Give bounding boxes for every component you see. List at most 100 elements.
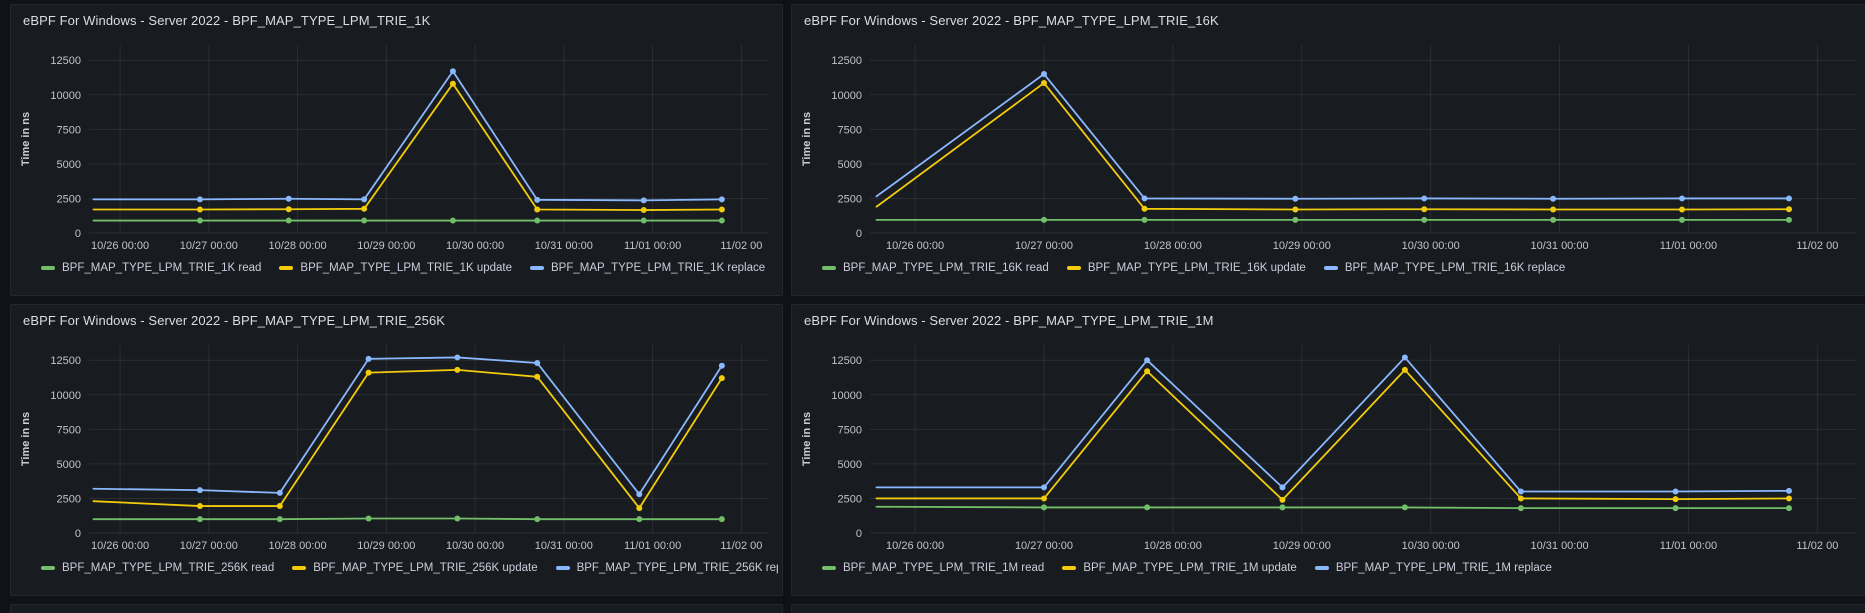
x-tick-label: 10/28 00:00 [269, 240, 327, 252]
time-series-chart[interactable]: 0 2500 5000 7500 10000 12500 Time in ns 10/26 0… [796, 337, 1865, 593]
legend-item[interactable]: BPF_MAP_TYPE_LPM_TRIE_16K read [822, 262, 1049, 274]
time-series-chart[interactable]: 0 2500 5000 7500 10000 12500 Time in ns 10/26 0… [15, 37, 778, 293]
y-axis-label: Time in ns [20, 112, 32, 166]
chart-legend: BPF_MAP_TYPE_LPM_TRIE_256K read BPF_MAP_T… [15, 562, 778, 574]
panel-title[interactable]: eBPF For Windows - Server 2022 - BPF_MAP… [804, 313, 1214, 328]
legend-swatch-yellow [1066, 266, 1081, 270]
time-series-chart[interactable]: 0 2500 5000 7500 10000 12500 Time in ns 10/26 0… [796, 37, 1865, 293]
data-point [1785, 495, 1792, 502]
legend-item[interactable]: BPF_MAP_TYPE_LPM_TRIE_1M read [822, 562, 1044, 574]
y-tick-label: 7500 [57, 424, 81, 436]
legend-label: BPF_MAP_TYPE_LPM_TRIE_16K update [1087, 262, 1306, 274]
y-axis-label: Time in ns [801, 412, 813, 466]
data-point [534, 516, 541, 523]
series-blue [92, 354, 725, 498]
legend-swatch-blue [555, 566, 570, 570]
y-tick-label: 5000 [838, 159, 862, 171]
series-blue [875, 354, 1792, 495]
data-point [1279, 504, 1286, 511]
x-tick-label: 10/31 00:00 [1530, 240, 1588, 252]
data-point [1041, 495, 1047, 502]
data-point [636, 505, 643, 512]
y-tick-label: 2500 [838, 493, 862, 505]
data-point [718, 196, 725, 203]
legend-swatch-yellow [292, 566, 307, 570]
data-point [636, 516, 643, 523]
data-point [1279, 496, 1286, 503]
x-tick-label: 11/02 00 [1796, 540, 1838, 552]
x-tick-label: 10/26 00:00 [886, 540, 944, 552]
legend-item[interactable]: BPF_MAP_TYPE_LPM_TRIE_1K replace [530, 262, 765, 274]
data-point [1292, 195, 1299, 202]
panel-title[interactable]: eBPF For Windows - Server 2022 - BPF_MAP… [23, 13, 431, 28]
x-tick-label: 10/29 00:00 [357, 540, 415, 552]
series-blue [92, 68, 725, 204]
x-tick-label: 10/31 00:00 [535, 540, 593, 552]
data-point [1041, 484, 1047, 491]
legend-item[interactable]: BPF_MAP_TYPE_LPM_TRIE_256K update [292, 562, 538, 574]
panel-title[interactable]: eBPF For Windows - Server 2022 - BPF_MAP… [23, 313, 446, 328]
data-point [1141, 195, 1148, 202]
data-point [1672, 488, 1679, 495]
data-point [1679, 195, 1685, 202]
data-point [1550, 206, 1557, 213]
data-point [534, 206, 541, 213]
data-point [276, 516, 283, 523]
time-series-chart[interactable]: 0 2500 5000 7500 10000 12500 Time in ns 10/26 0… [15, 337, 778, 593]
legend-item[interactable]: BPF_MAP_TYPE_LPM_TRIE_1M replace [1314, 562, 1552, 574]
panel-title[interactable]: eBPF For Windows - Server 2022 - BPF_MAP… [804, 13, 1219, 28]
x-tick-label: 10/30 00:00 [1402, 240, 1460, 252]
data-point [365, 515, 372, 522]
y-tick-label: 12500 [50, 355, 81, 367]
x-tick-label: 10/27 00:00 [1015, 540, 1073, 552]
x-tick-label: 10/28 00:00 [269, 540, 327, 552]
chart-svg: 0 2500 5000 7500 10000 12500 Time in ns 10/26 0… [801, 45, 1856, 252]
y-tick-label: 5000 [57, 459, 81, 471]
y-tick-label: 5000 [57, 159, 81, 171]
y-tick-label: 7500 [838, 124, 862, 136]
data-point [1144, 357, 1151, 364]
data-point [1041, 71, 1047, 78]
legend-label: BPF_MAP_TYPE_LPM_TRIE_1K read [62, 262, 262, 274]
data-point [196, 206, 203, 213]
data-point [365, 355, 372, 362]
y-tick-label: 10000 [50, 90, 81, 102]
data-point [361, 196, 368, 203]
legend-label: BPF_MAP_TYPE_LPM_TRIE_1K replace [551, 262, 766, 274]
chart-legend: BPF_MAP_TYPE_LPM_TRIE_16K read BPF_MAP_TY… [796, 262, 1865, 274]
data-point [1279, 484, 1286, 491]
x-tick-label: 10/30 00:00 [1402, 540, 1460, 552]
data-point [1144, 368, 1151, 375]
data-point [718, 206, 725, 213]
legend-item[interactable]: BPF_MAP_TYPE_LPM_TRIE_16K update [1066, 262, 1306, 274]
legend-item[interactable]: BPF_MAP_TYPE_LPM_TRIE_256K replace [555, 562, 778, 574]
data-point [1141, 205, 1148, 212]
x-tick-label: 10/29 00:00 [1273, 540, 1331, 552]
data-point [1041, 216, 1047, 223]
data-point [1401, 504, 1408, 511]
legend-swatch-blue [530, 266, 544, 270]
legend-label: BPF_MAP_TYPE_LPM_TRIE_16K read [843, 262, 1049, 274]
y-tick-label: 2500 [838, 193, 862, 205]
data-point [1679, 206, 1685, 213]
x-tick-label: 10/28 00:00 [1144, 240, 1202, 252]
data-point [454, 366, 461, 373]
legend-item[interactable]: BPF_MAP_TYPE_LPM_TRIE_1K read [41, 262, 261, 274]
x-tick-label: 11/01 00:00 [1660, 240, 1717, 252]
data-point [365, 369, 372, 376]
legend-item[interactable]: BPF_MAP_TYPE_LPM_TRIE_256K read [41, 562, 274, 574]
legend-item[interactable]: BPF_MAP_TYPE_LPM_TRIE_16K replace [1323, 262, 1565, 274]
x-tick-label: 10/29 00:00 [357, 240, 415, 252]
y-tick-label: 0 [75, 528, 81, 540]
data-point [196, 503, 203, 510]
x-tick-label: 10/26 00:00 [91, 240, 149, 252]
legend-label: BPF_MAP_TYPE_LPM_TRIE_256K read [62, 562, 275, 574]
y-tick-label: 0 [856, 528, 862, 540]
chart-svg: 0 2500 5000 7500 10000 12500 Time in ns 10/26 0… [20, 345, 768, 552]
legend-swatch-yellow [279, 266, 294, 270]
x-tick-label: 10/30 00:00 [446, 540, 504, 552]
legend-item[interactable]: BPF_MAP_TYPE_LPM_TRIE_1K update [279, 262, 512, 274]
partial-panel-next-row [10, 604, 783, 613]
legend-label: BPF_MAP_TYPE_LPM_TRIE_1K update [300, 262, 512, 274]
legend-item[interactable]: BPF_MAP_TYPE_LPM_TRIE_1M update [1062, 562, 1297, 574]
